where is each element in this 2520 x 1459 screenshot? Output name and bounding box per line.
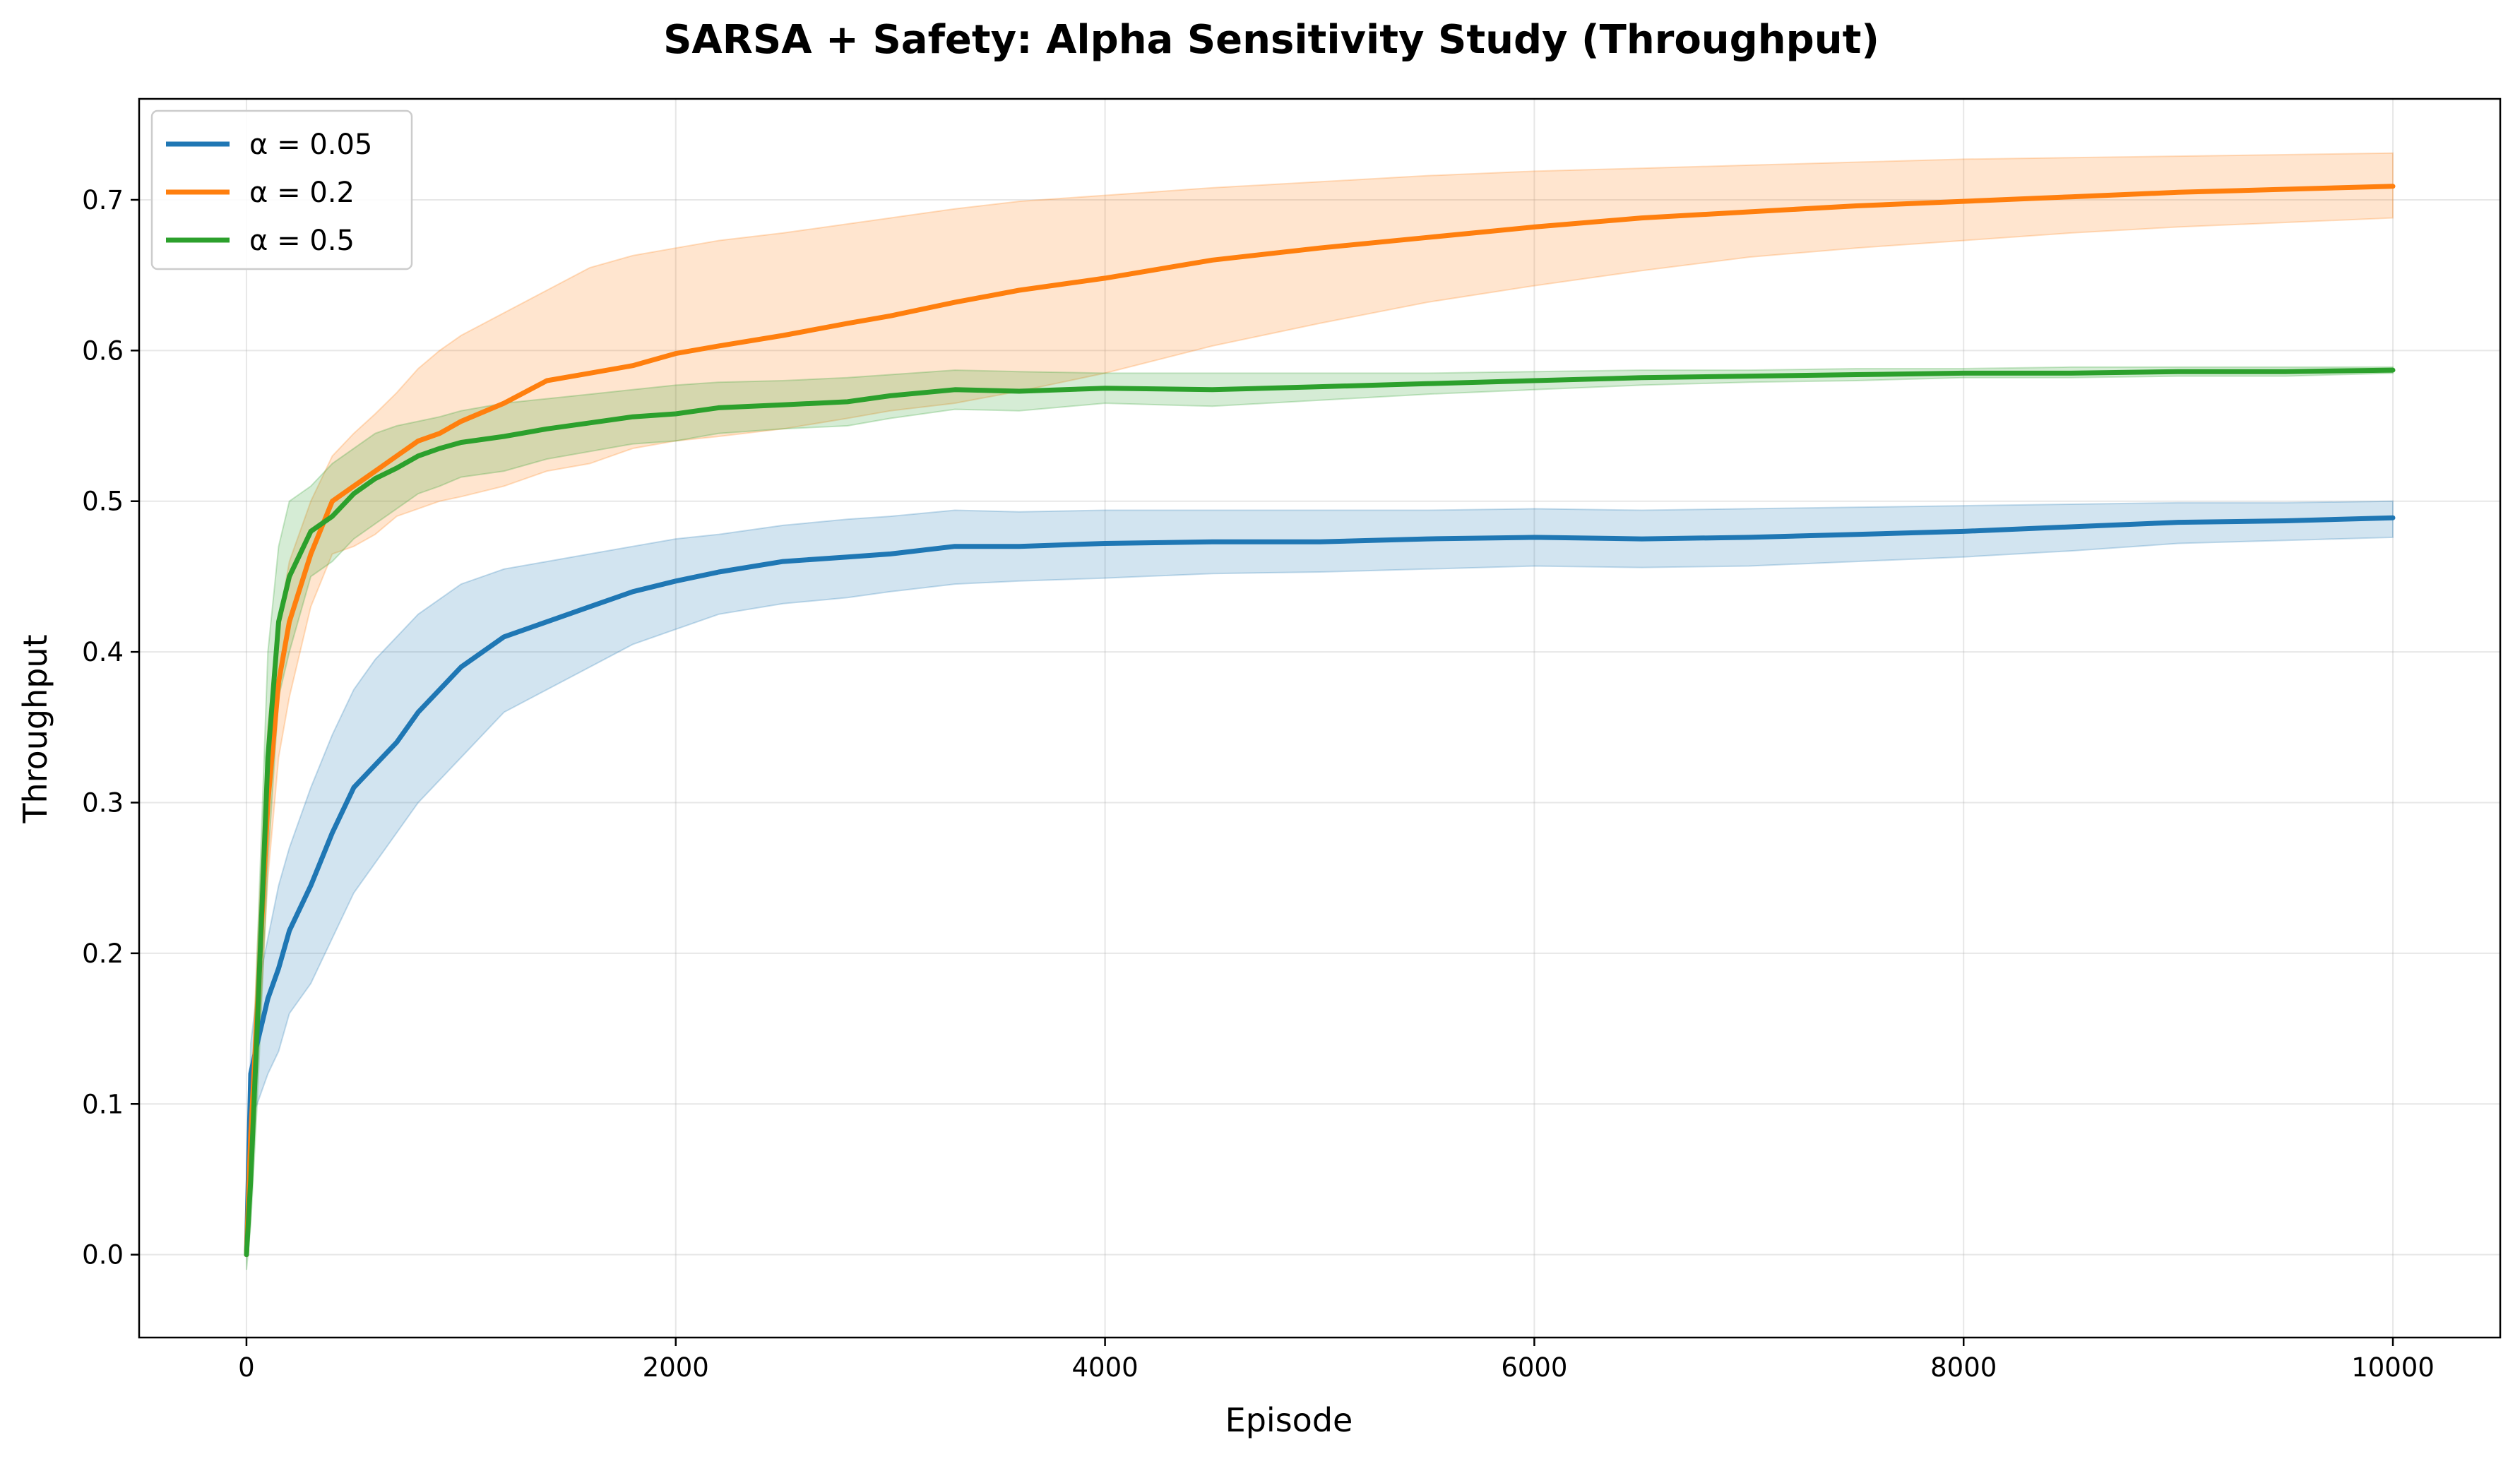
- plot-area: 0 2000 4000 6000 8000 10000 0.0 0.1 0.2 0.3 0.4 0.5…: [82, 97, 2502, 1383]
- plot-frame: [138, 97, 2502, 1339]
- x-tick-label: 0: [238, 1352, 255, 1383]
- x-tick-label: 6000: [1501, 1352, 1567, 1383]
- legend-label-series-1: α = 0.05: [249, 129, 372, 161]
- x-tick-label: 8000: [1930, 1352, 1997, 1383]
- x-tick-label: 2000: [643, 1352, 709, 1383]
- chart-title: SARSA + Safety: Alpha Sensitivity Study …: [663, 17, 1879, 63]
- legend-label-series-3: α = 0.5: [249, 225, 355, 257]
- y-tick-label: 0.0: [82, 1240, 124, 1270]
- band-series-3: [246, 366, 2394, 1270]
- y-tick-label: 0.6: [82, 335, 124, 366]
- line-series-3: [244, 367, 2396, 1258]
- legend-label-series-2: α = 0.2: [249, 177, 355, 209]
- y-tick-label: 0.7: [82, 185, 124, 215]
- y-tick-label: 0.5: [82, 487, 124, 517]
- y-tick-label: 0.1: [82, 1089, 124, 1119]
- y-axis-label: Throughput: [16, 634, 54, 823]
- y-tick-label: 0.2: [82, 939, 124, 969]
- line-series-2: [244, 184, 2396, 1258]
- x-tick-label: 10000: [2351, 1352, 2435, 1383]
- legend: α = 0.05 α = 0.2 α = 0.5: [150, 109, 413, 270]
- y-tick-label: 0.3: [82, 787, 124, 818]
- x-axis-label: Episode: [1225, 1401, 1353, 1439]
- legend-box: [150, 109, 413, 270]
- x-tick-label: 4000: [1072, 1352, 1139, 1383]
- line-series-1: [244, 515, 2396, 1258]
- y-tick-label: 0.4: [82, 637, 124, 667]
